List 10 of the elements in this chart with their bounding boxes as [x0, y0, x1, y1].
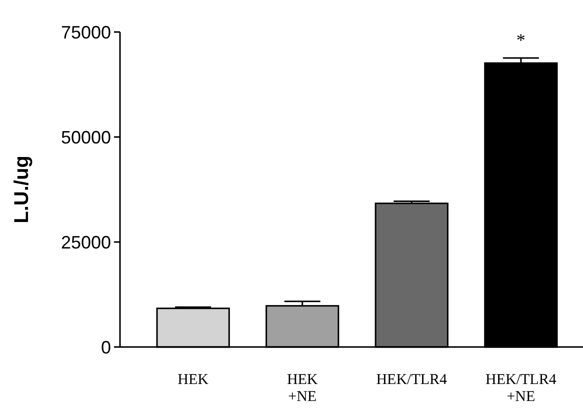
y-axis-title: L.U./ug: [11, 156, 33, 224]
x-tick-label: HEK/TLR4 +NE: [486, 372, 557, 405]
y-tick-label: 0: [100, 337, 111, 358]
x-tick-label: HEK +NE: [286, 372, 318, 405]
y-tick-label: 25000: [60, 232, 111, 252]
y-tick-label: 50000: [60, 127, 111, 148]
annotation: *: [516, 30, 526, 50]
y-tick-label: 75000: [60, 22, 111, 42]
x-tick-label: HEK/TLR4: [376, 372, 448, 388]
x-tick-label: HEK: [178, 372, 209, 388]
